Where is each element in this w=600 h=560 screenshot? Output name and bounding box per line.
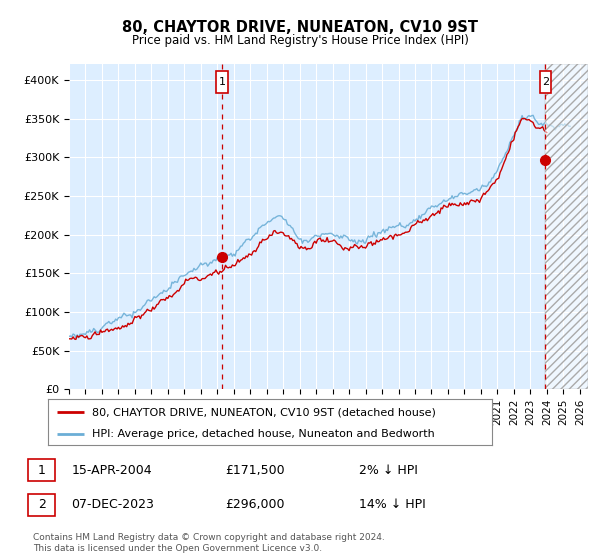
Text: 80, CHAYTOR DRIVE, NUNEATON, CV10 9ST (detached house): 80, CHAYTOR DRIVE, NUNEATON, CV10 9ST (d… [92, 407, 436, 417]
Text: Contains HM Land Registry data © Crown copyright and database right 2024.
This d: Contains HM Land Registry data © Crown c… [33, 533, 385, 553]
Text: 2: 2 [38, 498, 46, 511]
FancyBboxPatch shape [216, 72, 228, 93]
Text: Price paid vs. HM Land Registry's House Price Index (HPI): Price paid vs. HM Land Registry's House … [131, 34, 469, 46]
Text: 1: 1 [38, 464, 46, 477]
Text: 2: 2 [542, 77, 549, 87]
Text: £171,500: £171,500 [225, 464, 284, 477]
FancyBboxPatch shape [28, 493, 55, 516]
Text: HPI: Average price, detached house, Nuneaton and Bedworth: HPI: Average price, detached house, Nune… [92, 429, 435, 438]
FancyBboxPatch shape [28, 459, 55, 482]
Text: 2% ↓ HPI: 2% ↓ HPI [359, 464, 418, 477]
Text: 14% ↓ HPI: 14% ↓ HPI [359, 498, 425, 511]
Text: 1: 1 [218, 77, 226, 87]
FancyBboxPatch shape [540, 72, 551, 93]
Text: 07-DEC-2023: 07-DEC-2023 [71, 498, 154, 511]
Text: 15-APR-2004: 15-APR-2004 [71, 464, 152, 477]
Text: £296,000: £296,000 [225, 498, 284, 511]
Text: 80, CHAYTOR DRIVE, NUNEATON, CV10 9ST: 80, CHAYTOR DRIVE, NUNEATON, CV10 9ST [122, 20, 478, 35]
